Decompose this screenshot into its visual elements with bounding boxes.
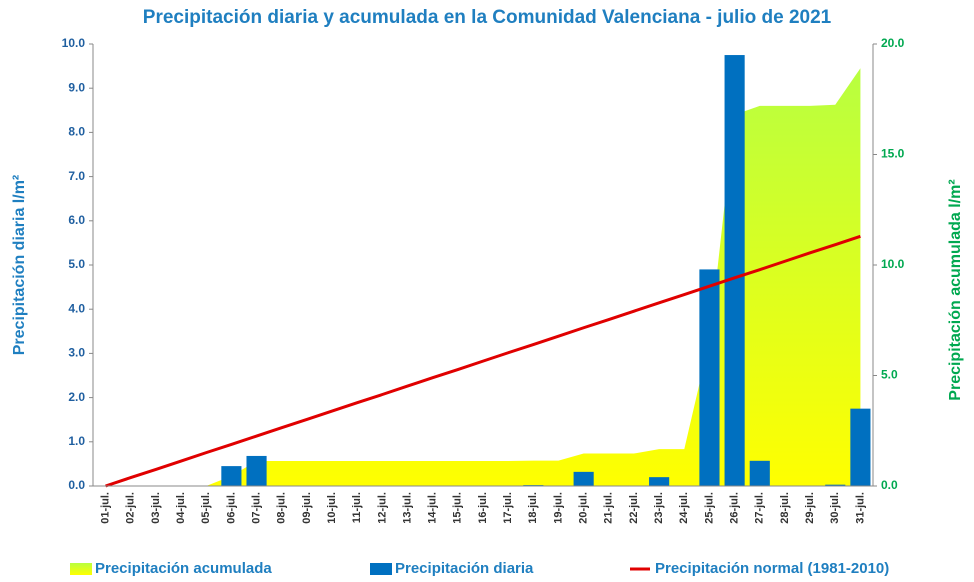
- y-tick-label: 6.0: [68, 213, 85, 227]
- x-tick-label: 27-jul.: [754, 492, 766, 524]
- y2-tick-label: 15.0: [881, 147, 905, 161]
- x-tick-label: 30-jul.: [829, 492, 841, 524]
- x-tick-label: 04-jul.: [175, 492, 187, 524]
- y-tick-label: 7.0: [68, 169, 85, 183]
- x-tick-label: 03-jul.: [150, 492, 162, 524]
- legend-swatch: [70, 563, 92, 575]
- bar: [649, 477, 670, 486]
- x-tick-label: 21-jul.: [603, 492, 615, 524]
- y2-axis-label: Precipitación acumulada l/m²: [947, 179, 964, 400]
- y-tick-label: 3.0: [68, 346, 85, 360]
- x-tick-label: 24-jul.: [678, 492, 690, 524]
- bar: [699, 269, 720, 486]
- y-tick-label: 4.0: [68, 301, 85, 315]
- x-tick-label: 18-jul.: [527, 492, 539, 524]
- x-tick-label: 05-jul.: [200, 492, 212, 524]
- line: [105, 234, 861, 488]
- bar: [724, 55, 745, 487]
- y-tick-label: 9.0: [68, 80, 85, 94]
- x-tick-label: 06-jul.: [225, 492, 237, 524]
- legend-swatch: [370, 563, 392, 575]
- x-tick-label: 01-jul.: [99, 492, 111, 524]
- y-tick-label: 5.0: [68, 257, 85, 271]
- x-tick-label: 16-jul.: [477, 492, 489, 524]
- y-tick-label: 0.0: [68, 478, 85, 492]
- legend-label: Precipitación acumulada: [95, 560, 272, 577]
- x-tick-label: 13-jul.: [401, 492, 413, 524]
- x-tick-label: 02-jul.: [125, 492, 137, 524]
- x-tick-label: 11-jul.: [351, 492, 363, 523]
- x-tick-label: 07-jul.: [250, 492, 262, 524]
- bar: [749, 460, 770, 486]
- y2-tick-label: 20.0: [881, 36, 905, 50]
- x-tick-label: 25-jul.: [703, 492, 715, 524]
- y-tick-label: 8.0: [68, 125, 85, 139]
- x-tick-label: 29-jul.: [804, 492, 816, 524]
- y2-tick-label: 5.0: [881, 368, 898, 382]
- area: [105, 68, 861, 486]
- x-tick-label: 20-jul.: [578, 492, 590, 524]
- bar: [850, 408, 871, 486]
- x-tick-label: 14-jul.: [427, 492, 439, 524]
- bar: [825, 484, 846, 486]
- bar: [573, 471, 594, 486]
- y-tick-label: 1.0: [68, 434, 85, 448]
- x-tick-label: 23-jul.: [653, 492, 665, 524]
- x-tick-label: 19-jul.: [552, 492, 564, 524]
- x-tick-label: 31-jul.: [854, 492, 866, 524]
- x-tick-label: 28-jul.: [779, 492, 791, 524]
- y-axis-label: Precipitación diaria l/m²: [11, 175, 28, 356]
- chart-title: Precipitación diaria y acumulada en la C…: [143, 7, 832, 28]
- legend-label: Precipitación normal (1981-2010): [655, 560, 889, 577]
- y2-tick-label: 10.0: [881, 257, 905, 271]
- x-tick-label: 17-jul.: [502, 492, 514, 524]
- x-tick-label: 22-jul.: [628, 492, 640, 524]
- bar: [246, 455, 267, 486]
- x-tick-label: 08-jul.: [276, 492, 288, 524]
- x-tick-label: 09-jul.: [301, 492, 313, 524]
- legend-label: Precipitación diaria: [395, 560, 534, 577]
- x-tick-label: 26-jul.: [729, 492, 741, 524]
- y2-tick-label: 0.0: [881, 478, 898, 492]
- x-tick-label: 15-jul.: [452, 492, 464, 524]
- y-tick-label: 2.0: [68, 390, 85, 404]
- bar: [221, 466, 242, 486]
- y-tick-label: 10.0: [62, 36, 86, 50]
- x-tick-label: 12-jul.: [376, 492, 388, 524]
- x-tick-label: 10-jul.: [326, 492, 338, 524]
